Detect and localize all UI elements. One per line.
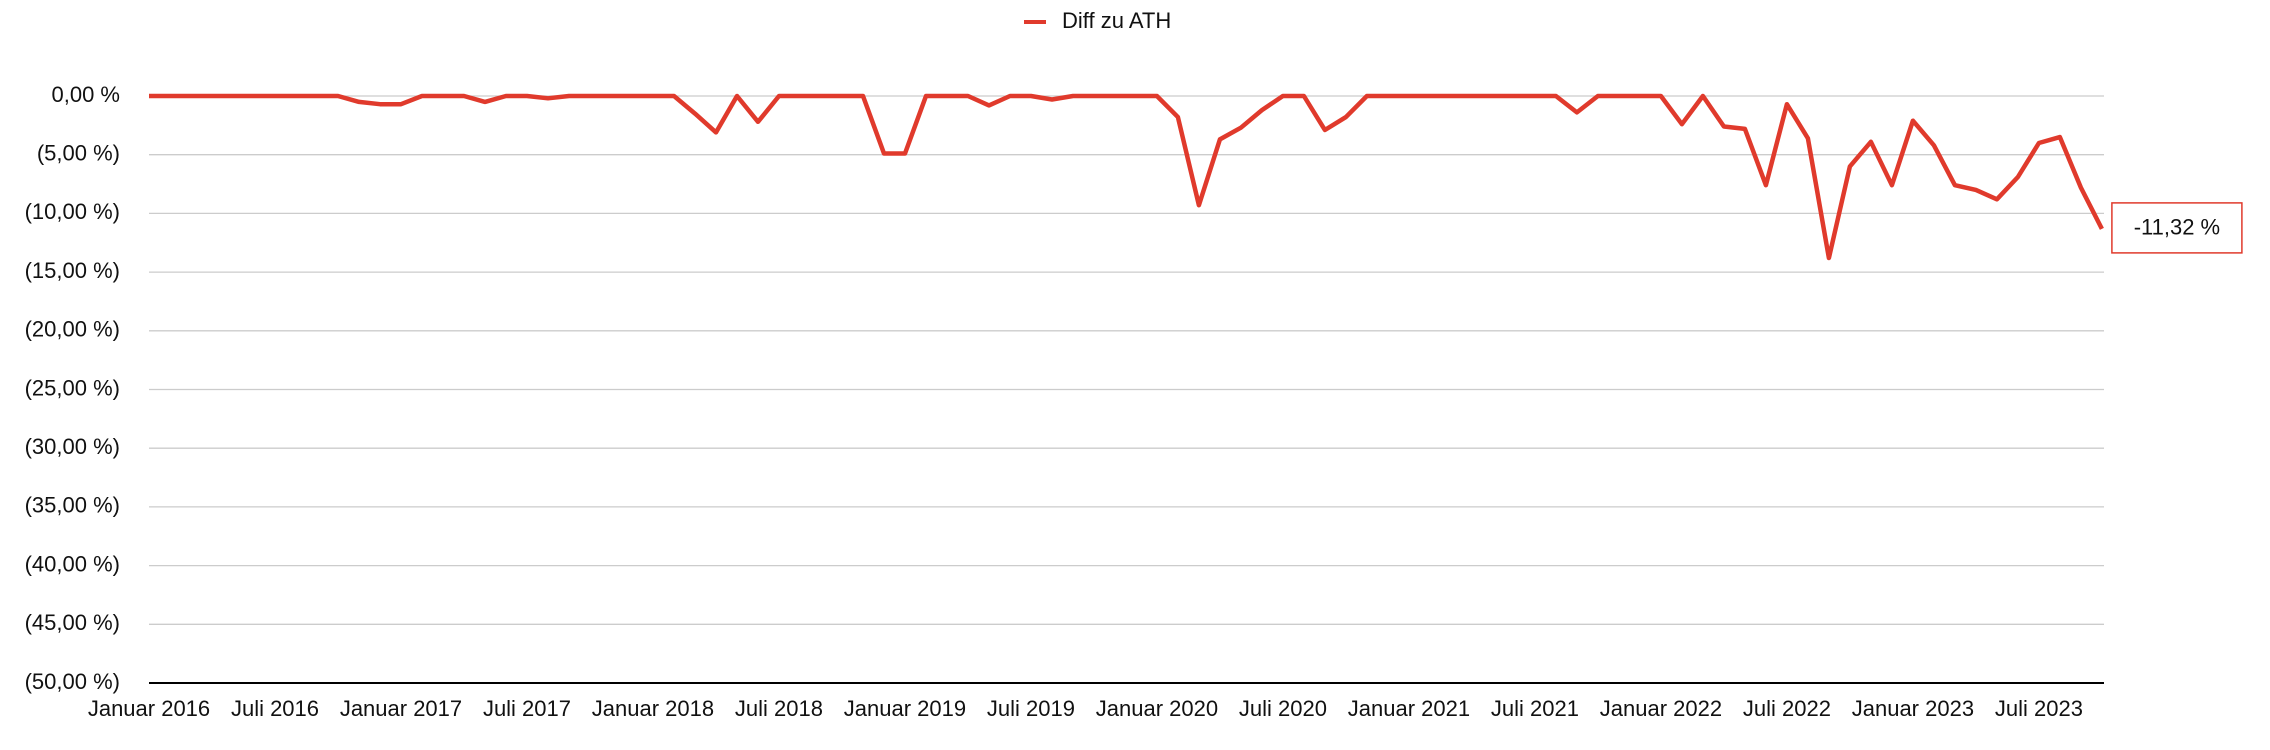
x-tick-label: Juli 2016 xyxy=(231,696,319,721)
y-tick-label: (25,00 %) xyxy=(25,375,120,400)
x-tick-label: Januar 2023 xyxy=(1852,696,1974,721)
y-tick-label: (30,00 %) xyxy=(25,434,120,459)
legend-label: Diff zu ATH xyxy=(1062,8,1171,33)
x-tick-label: Juli 2018 xyxy=(735,696,823,721)
x-tick-label: Juli 2017 xyxy=(483,696,571,721)
y-tick-label: (5,00 %) xyxy=(37,141,120,166)
x-tick-label: Januar 2021 xyxy=(1348,696,1470,721)
y-tick-label: (35,00 %) xyxy=(25,493,120,518)
x-tick-label: Januar 2016 xyxy=(88,696,210,721)
x-tick-label: Juli 2020 xyxy=(1239,696,1327,721)
y-tick-label: (10,00 %) xyxy=(25,199,120,224)
x-tick-label: Juli 2021 xyxy=(1491,696,1579,721)
y-tick-label: (20,00 %) xyxy=(25,317,120,342)
x-tick-label: Juli 2019 xyxy=(987,696,1075,721)
x-tick-label: Januar 2022 xyxy=(1600,696,1722,721)
y-tick-label: 0,00 % xyxy=(52,82,121,107)
x-tick-label: Januar 2018 xyxy=(592,696,714,721)
x-tick-label: Januar 2019 xyxy=(844,696,966,721)
y-tick-label: (50,00 %) xyxy=(25,669,120,694)
x-tick-label: Juli 2022 xyxy=(1743,696,1831,721)
value-label-box xyxy=(2111,202,2243,254)
data-line xyxy=(149,93,2104,261)
x-tick-label: Januar 2020 xyxy=(1096,696,1218,721)
y-tick-label: (15,00 %) xyxy=(25,258,120,283)
value-label: -11,32 % xyxy=(2134,215,2220,240)
y-tick-label: (40,00 %) xyxy=(25,551,120,576)
y-tick-label: (45,00 %) xyxy=(25,610,120,635)
x-tick-label: Januar 2017 xyxy=(340,696,462,721)
x-tick-label: Juli 2023 xyxy=(1995,696,2083,721)
